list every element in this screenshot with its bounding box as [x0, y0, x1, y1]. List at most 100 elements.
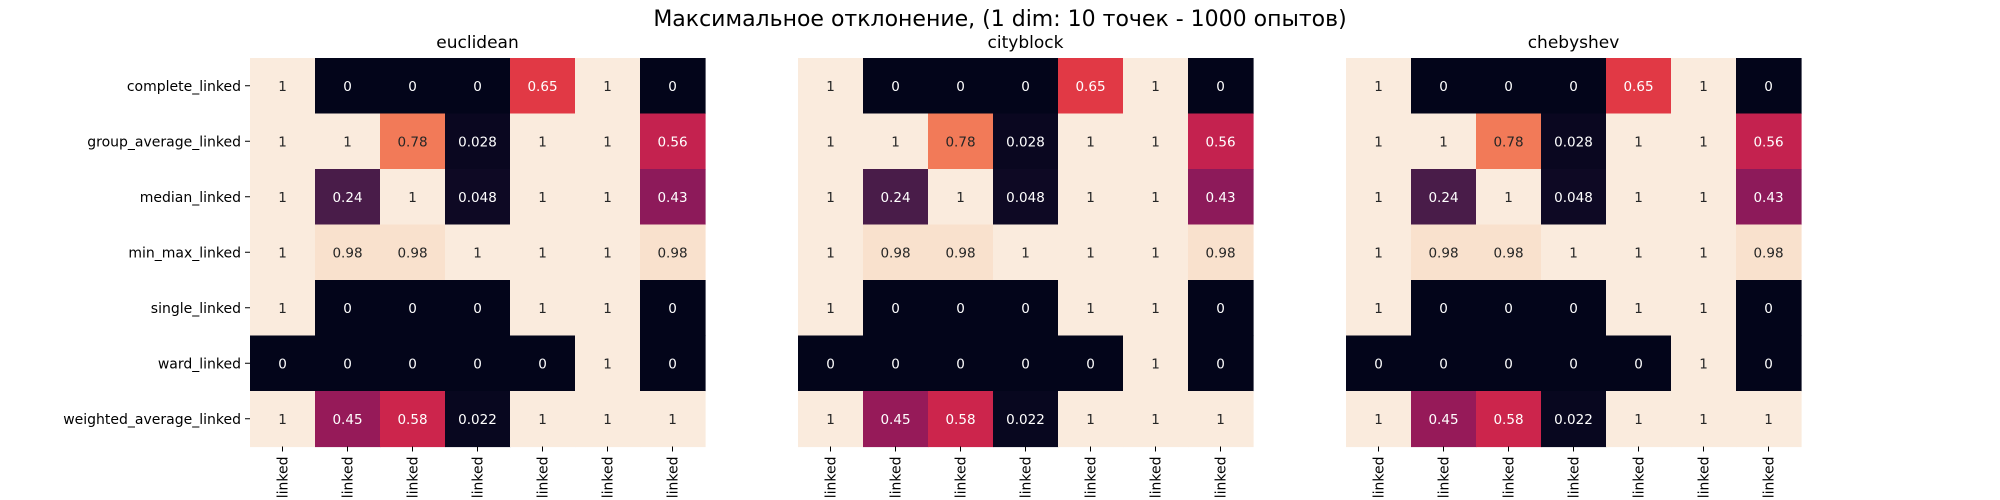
heatmap-cell: [640, 335, 706, 392]
cell-value-label: 0.78: [397, 134, 427, 150]
cell-value-label: 0.028: [1554, 134, 1593, 150]
cell-value-label: 0.56: [1753, 134, 1783, 150]
heatmap-cell: [1541, 335, 1607, 392]
heatmap-cell: [1541, 58, 1607, 115]
heatmap-cell: [380, 224, 446, 281]
heatmap-cell: [250, 280, 316, 337]
cell-value-label: 1: [408, 190, 417, 206]
x-tick-label: linked: [1084, 457, 1100, 499]
heatmap-cell: [1476, 391, 1542, 448]
cell-value-label: 1: [603, 79, 612, 95]
x-tick-label: linked: [1502, 457, 1518, 499]
heatmap-cell: [575, 224, 641, 281]
heatmap-cell: [640, 169, 706, 226]
heatmap-cell: [993, 391, 1059, 448]
heatmap-cell: [1736, 280, 1802, 337]
heatmap-cell: [1123, 335, 1189, 392]
cell-value-label: 0.45: [880, 412, 910, 428]
heatmap-cell: [315, 113, 381, 170]
cell-value-label: 0: [956, 301, 965, 317]
heatmap-cell: [1541, 169, 1607, 226]
heatmap-cell: [993, 280, 1059, 337]
cell-value-label: 1: [603, 245, 612, 261]
y-tick-label: median_linked: [140, 190, 241, 206]
cell-value-label: 0: [1086, 356, 1095, 372]
cell-value-label: 0: [1216, 356, 1225, 372]
heatmap-cell: [863, 391, 929, 448]
cell-value-label: 0: [891, 356, 900, 372]
cell-value-label: 1: [1699, 245, 1708, 261]
heatmap-cell: [928, 391, 994, 448]
heatmap-cell: [928, 335, 994, 392]
heatmap-cell: [1476, 113, 1542, 170]
heatmap-cell: [993, 113, 1059, 170]
cell-value-label: 0: [1504, 79, 1513, 95]
heatmap-cell: [1541, 391, 1607, 448]
cell-value-label: 0.048: [1006, 190, 1045, 206]
cell-value-label: 0: [278, 356, 287, 372]
heatmap-cell: [445, 391, 511, 448]
cell-value-label: 1: [1374, 134, 1383, 150]
y-tick-label: min_max_linked: [128, 245, 241, 261]
heatmap-cell: [575, 391, 641, 448]
x-tick-label: linked: [666, 457, 682, 499]
y-tick-label: group_average_linked: [87, 134, 241, 150]
heatmap-cell: [640, 224, 706, 281]
heatmap-cell: [315, 224, 381, 281]
heatmap-cell: [1736, 335, 1802, 392]
cell-value-label: 0: [343, 79, 352, 95]
cell-value-label: 0: [473, 356, 482, 372]
cell-value-label: 1: [1216, 412, 1225, 428]
cell-value-label: 1: [1634, 134, 1643, 150]
heatmap-cell: [1476, 58, 1542, 115]
heatmap-cell: [575, 335, 641, 392]
cell-value-label: 1: [1634, 301, 1643, 317]
cell-value-label: 1: [1569, 245, 1578, 261]
cell-value-label: 1: [538, 301, 547, 317]
heatmap-cell: [1123, 224, 1189, 281]
x-tick-label: linked: [1019, 457, 1035, 499]
cell-value-label: 0: [1764, 79, 1773, 95]
cell-value-label: 0: [473, 301, 482, 317]
cell-value-label: 0.24: [880, 190, 910, 206]
heatmap-cell: [510, 113, 576, 170]
cell-value-label: 1: [278, 412, 287, 428]
heatmap-cell: [1476, 280, 1542, 337]
cell-value-label: 1: [343, 134, 352, 150]
cell-value-label: 1: [1699, 301, 1708, 317]
cell-value-label: 0.24: [1428, 190, 1458, 206]
x-tick-label: linked: [889, 457, 905, 499]
cell-value-label: 1: [826, 412, 835, 428]
heatmap-cell: [1346, 224, 1412, 281]
cell-value-label: 1: [603, 412, 612, 428]
heatmap-cell: [1606, 391, 1672, 448]
cell-value-label: 1: [1634, 245, 1643, 261]
heatmap-cell: [863, 335, 929, 392]
x-tick-label: linked: [824, 457, 840, 499]
x-tick-label: linked: [1372, 457, 1388, 499]
heatmap-cell: [1606, 169, 1672, 226]
cell-value-label: 0: [538, 356, 547, 372]
heatmap-cell: [1058, 335, 1124, 392]
cell-value-label: 0: [956, 79, 965, 95]
heatmap-cell: [250, 335, 316, 392]
cell-value-label: 0.43: [1753, 190, 1783, 206]
heatmap-cell: [1346, 169, 1412, 226]
heatmap-cell: [993, 169, 1059, 226]
cell-value-label: 0.048: [458, 190, 497, 206]
cell-value-label: 1: [1699, 356, 1708, 372]
cell-value-label: 1: [826, 134, 835, 150]
x-tick-label: linked: [341, 457, 357, 499]
cell-value-label: 0.45: [332, 412, 362, 428]
cell-value-label: 1: [603, 301, 612, 317]
cell-value-label: 1: [1151, 134, 1160, 150]
heatmap-cell: [1606, 58, 1672, 115]
heatmap-cell: [510, 280, 576, 337]
cell-value-label: 1: [1699, 79, 1708, 95]
heatmap-cell: [798, 224, 864, 281]
heatmap-cell: [510, 58, 576, 115]
x-tick-label: linked: [1437, 457, 1453, 499]
cell-value-label: 0.98: [332, 245, 362, 261]
cell-value-label: 0: [1021, 79, 1030, 95]
